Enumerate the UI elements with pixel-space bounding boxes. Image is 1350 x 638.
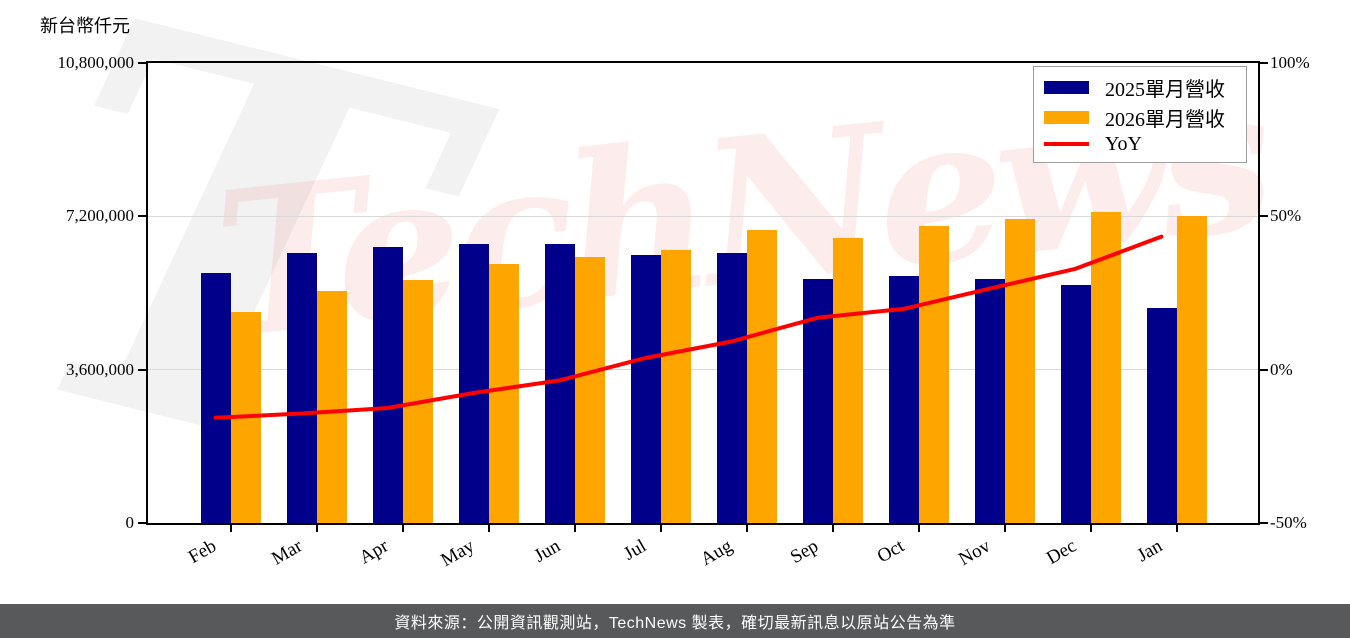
legend-label-yoy: YoY [1105,132,1142,155]
bar-2025-Jan [1146,308,1177,523]
legend-item-2025: 2025單月營收 [1044,73,1236,102]
x-tick-label-Jun: Jun [530,535,564,567]
y-tick-label-right-0: -50% [1270,513,1307,532]
x-tick-label-Jan: Jan [1133,535,1166,567]
x-tick-label-Oct: Oct [873,535,908,568]
gridline-3600000 [148,369,1258,371]
y-tick-mark-left-3 [138,62,146,64]
legend-label-2026: 2026單月營收 [1105,108,1225,131]
x-tick-mark-Mar [315,525,318,532]
x-tick-mark-Jul [659,525,662,532]
x-tick-label-Nov: Nov [954,535,994,571]
y-tick-mark-right-1 [1260,368,1268,371]
x-tick-mark-Apr [401,525,404,532]
legend-swatch-2025 [1044,81,1089,95]
bar-2026-Oct [918,225,949,523]
bar-2026-Aug [746,229,777,523]
legend-swatch-yoy-line [1044,142,1089,147]
y-tick-label-left-1: 3,600,000 [66,359,134,379]
plot-area [146,61,1260,525]
legend-label-2025: 2025單月營收 [1105,79,1225,102]
bar-2026-May [488,264,519,523]
bar-2025-Jul [630,255,661,523]
x-tick-mark-Nov [1003,525,1006,532]
bar-2026-Mar [316,290,347,523]
x-tick-mark-Jan [1175,525,1178,532]
x-tick-mark-Sep [831,525,834,532]
y-tick-mark-right-0 [1260,522,1268,524]
bar-2025-Apr [372,246,403,523]
x-tick-mark-Aug [745,525,748,532]
bar-2026-Sep [832,237,863,523]
legend: 2025單月營收 2026單月營收 YoY [1033,66,1247,163]
bar-2025-May [458,244,489,523]
bar-2026-Dec [1090,211,1121,523]
x-tick-label-Aug: Aug [696,535,736,571]
x-tick-mark-Dec [1089,525,1092,532]
bar-2026-Nov [1004,219,1035,523]
bar-2026-Jul [660,250,691,523]
footer-bar: 資料來源：公開資訊觀測站，TechNews 製表，確切最新訊息以原站公告為準 [0,604,1350,638]
footer-source-text: 資料來源：公開資訊觀測站，TechNews 製表，確切最新訊息以原站公告為準 [394,615,956,632]
x-tick-label-May: May [436,535,478,572]
legend-swatch-2026 [1044,110,1089,124]
x-tick-mark-May [487,525,490,532]
y-axis-unit-label: 新台幣仟元 [40,16,130,36]
y-tick-mark-left-0 [138,522,146,524]
x-tick-mark-Oct [917,525,920,532]
bar-2025-Oct [888,276,919,523]
x-tick-mark-Jun [573,525,576,532]
y-tick-label-right-1: 0% [1270,359,1293,379]
y-tick-label-left-0: 0 [125,513,135,532]
y-tick-label-left-2: 7,200,000 [66,206,134,226]
y-tick-mark-left-2 [138,215,146,218]
legend-item-yoy: YoY [1044,133,1236,156]
gridline-7200000 [148,215,1258,217]
bar-2025-Nov [974,279,1005,523]
x-tick-label-Feb: Feb [184,535,220,568]
y-tick-label-right-2: 50% [1270,206,1302,226]
x-tick-label-Jul: Jul [619,535,650,565]
yoy-line [213,234,1164,420]
y-tick-label-right-3: 100% [1270,53,1310,72]
x-tick-label-Apr: Apr [355,535,392,569]
y-tick-mark-right-2 [1260,215,1268,218]
x-tick-label-Dec: Dec [1042,535,1080,569]
x-tick-mark-Feb [229,525,232,532]
x-tick-label-Mar: Mar [267,535,306,570]
bar-2026-Jan [1176,216,1207,523]
bar-2026-Jun [574,256,605,523]
legend-item-2026: 2026單月營收 [1044,103,1236,132]
bar-2025-Mar [286,253,317,523]
y-tick-label-left-3: 10,800,000 [57,53,135,72]
y-tick-mark-left-1 [138,368,146,371]
bar-2025-Feb [200,272,231,523]
y-tick-mark-right-3 [1260,62,1268,64]
x-tick-label-Sep: Sep [786,535,822,568]
bar-2025-Aug [716,253,747,523]
bar-2025-Dec [1060,284,1091,523]
